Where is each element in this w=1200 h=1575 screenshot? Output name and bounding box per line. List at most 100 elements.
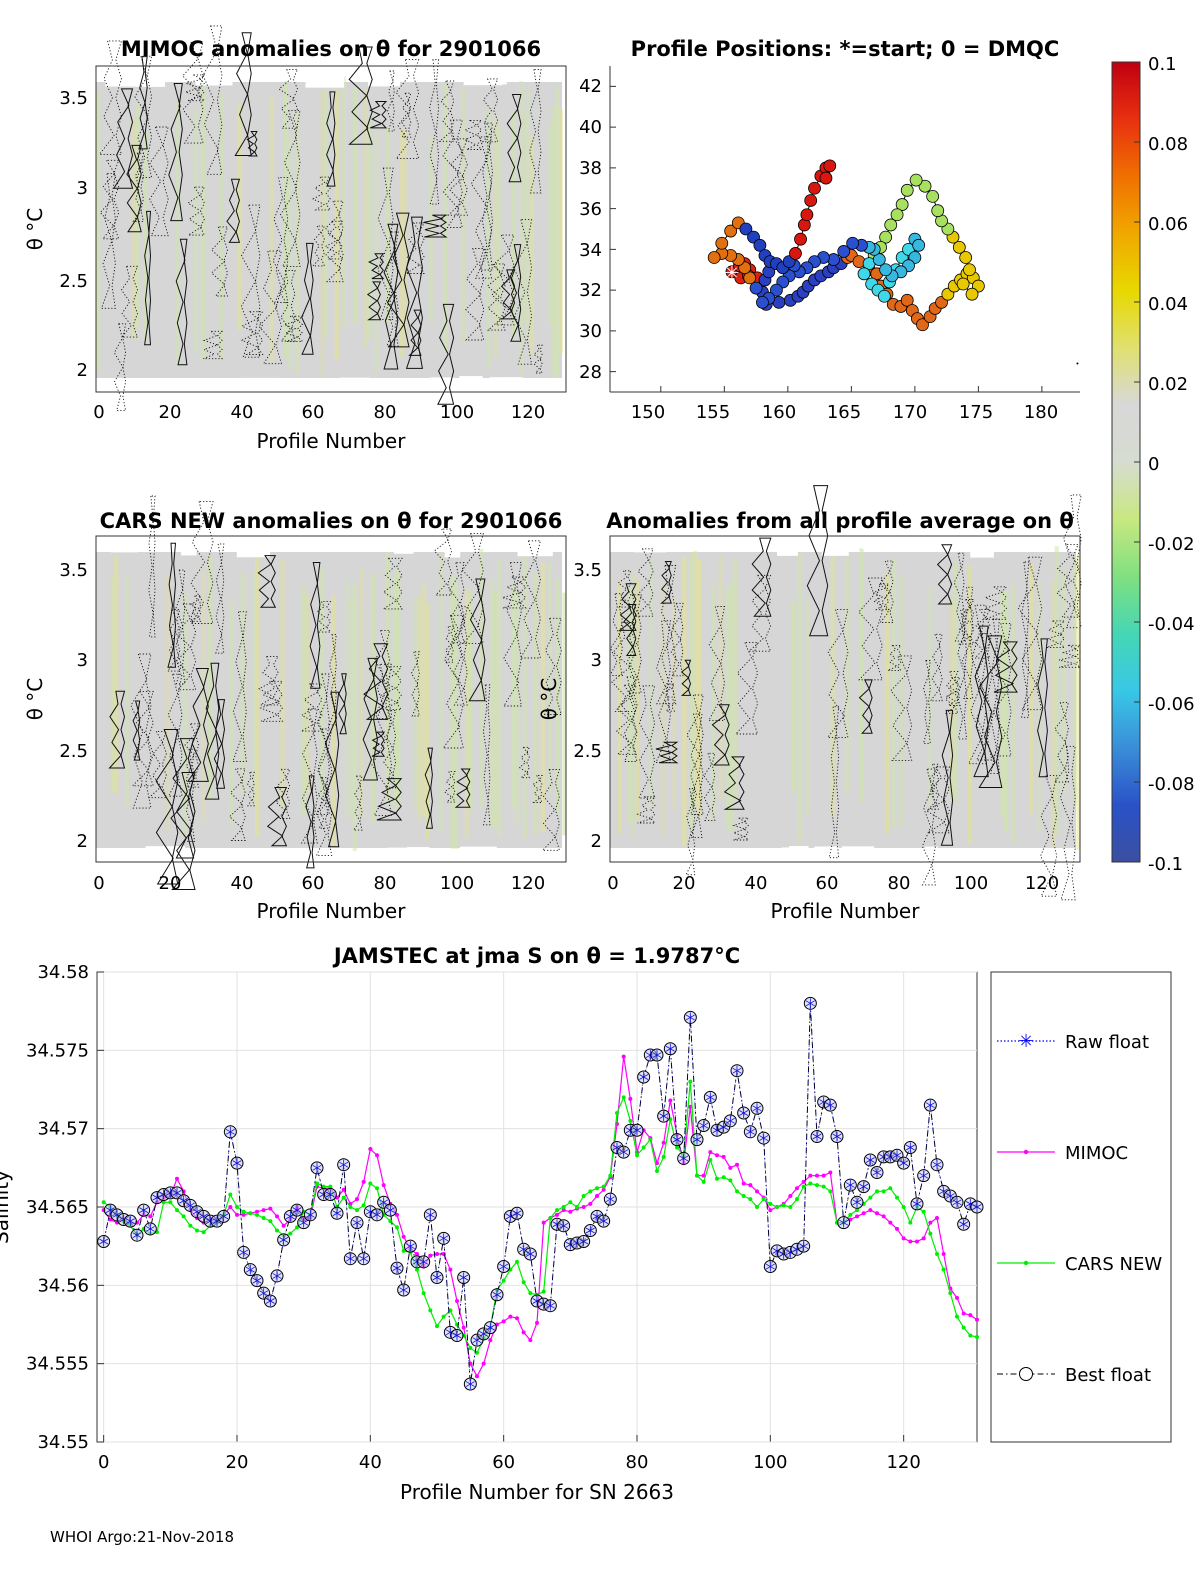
raw-float-asterisk-stroke (125, 1218, 135, 1224)
raw-float-point (99, 1236, 109, 1247)
heatmap-contour (155, 729, 179, 885)
raw-float-point (812, 1131, 822, 1142)
raw-float-point (492, 1289, 502, 1300)
raw-float-asterisk-stroke (239, 1249, 249, 1256)
mimoc-point (341, 1187, 346, 1192)
cars-point (821, 1184, 826, 1189)
raw-float-point (732, 1065, 742, 1076)
cars-xlabel: Profile Number (257, 899, 407, 923)
heatmap-contour (366, 281, 382, 321)
cars-xtick: 0 (93, 873, 104, 894)
heatmap-tint (320, 90, 325, 378)
heatmap-contour (371, 663, 393, 816)
heatmap-tint (287, 135, 292, 369)
heatmap-gap (417, 536, 449, 547)
cars-point (615, 1111, 619, 1115)
raw-float-asterisk-stroke (752, 1105, 762, 1112)
profile-position-point (884, 218, 898, 232)
raw-float-point (139, 1205, 149, 1216)
profile-position-point (931, 204, 945, 218)
cars-point (475, 1350, 479, 1355)
profile-position-point (877, 289, 891, 303)
cars-point (688, 1079, 693, 1084)
heatmap-tint (830, 549, 835, 817)
heatmap-contour (228, 768, 246, 841)
mimoc-point (361, 1179, 366, 1184)
profile-position-point (956, 277, 970, 291)
raw-float-point (265, 1296, 275, 1306)
raw-float-asterisk-stroke (579, 1238, 589, 1245)
cars-point (375, 1186, 379, 1191)
heatmap-tint (110, 576, 115, 793)
heatmap-tint (96, 93, 101, 370)
profile-position-point (895, 198, 909, 211)
heatmap-contour (385, 231, 399, 347)
raw-float-asterisk-stroke (872, 1169, 882, 1176)
cars-point (955, 1314, 959, 1319)
raw-float-point (392, 1263, 402, 1274)
heatmap-tint (949, 599, 955, 797)
heatmap-contour (957, 609, 968, 740)
mimoc-point (435, 1252, 439, 1256)
heatmap-field (610, 552, 1076, 848)
cars-point (388, 1219, 393, 1224)
mimoc-point (721, 1154, 726, 1159)
raw-float-asterisk-stroke (419, 1258, 429, 1265)
raw-float-asterisk-stroke (545, 1302, 555, 1309)
cars-y-ticks: 2 2.5 3 3.5 (59, 560, 88, 852)
heatmap-contour (541, 769, 561, 851)
heatmap-contour (615, 684, 638, 755)
raw-float-asterisk-stroke (972, 1204, 982, 1210)
raw-float-asterisk-stroke (499, 1263, 509, 1270)
raw-float-asterisk-stroke (339, 1161, 349, 1168)
cars-point (541, 1289, 546, 1294)
heatmap-tint (682, 558, 687, 846)
raw-float-asterisk-stroke (279, 1237, 289, 1243)
salinity-grid (97, 971, 977, 1443)
heatmap-contour (858, 577, 883, 681)
cars-point (775, 1205, 779, 1209)
raw-float-point (379, 1197, 389, 1208)
mimoc-point (748, 1183, 753, 1188)
cars-point (248, 1211, 253, 1216)
raw-float-point (299, 1217, 309, 1228)
heatmap-tint (899, 575, 904, 827)
heatmap-gap (789, 846, 809, 863)
heatmap-tint (486, 108, 491, 370)
heatmap-contour (374, 629, 391, 720)
cars-point (748, 1197, 753, 1202)
mimoc-xtick: 0 (93, 402, 104, 423)
raw-float-point (219, 1211, 229, 1222)
raw-float-asterisk-stroke (732, 1067, 742, 1074)
profile-position-point (965, 287, 979, 301)
raw-float-point (905, 1142, 915, 1153)
colorbar-tick-label: -0.06 (1148, 694, 1195, 715)
salinity-panel: JAMSTEC at jma S on θ = 1.9787°C 0 20 40 60… (0, 944, 1172, 1504)
heatmap-gap (730, 536, 744, 550)
heatmap-tint (269, 97, 274, 363)
heatmap-contour (405, 216, 423, 369)
allprof-y-ticks: 2 2.5 3 3.5 (573, 560, 602, 852)
salinity-xtick: 60 (492, 1452, 515, 1473)
heatmap-tint (218, 93, 224, 361)
raw-float-point (465, 1379, 475, 1390)
heatmap-tint (229, 600, 234, 825)
raw-float-point (912, 1198, 922, 1209)
raw-float-point (125, 1216, 135, 1227)
mimoc-ytick: 3 (77, 178, 88, 199)
heatmap-tint (1004, 591, 1009, 832)
cars-point (795, 1197, 799, 1202)
raw-float-point (252, 1275, 262, 1286)
heatmap-contour (182, 41, 204, 144)
cars-point (328, 1184, 333, 1189)
mimoc-point (555, 1212, 559, 1217)
raw-float-asterisk-stroke (405, 1243, 415, 1250)
heatmap-contour (352, 775, 363, 831)
heatmap-gap (241, 377, 278, 394)
raw-float-asterisk-stroke (892, 1152, 902, 1159)
heatmap-contour (324, 220, 343, 260)
heatmap-tint (493, 115, 498, 357)
cars-point (268, 1219, 273, 1224)
cars-point (348, 1205, 353, 1209)
heatmap-tint (182, 594, 187, 837)
